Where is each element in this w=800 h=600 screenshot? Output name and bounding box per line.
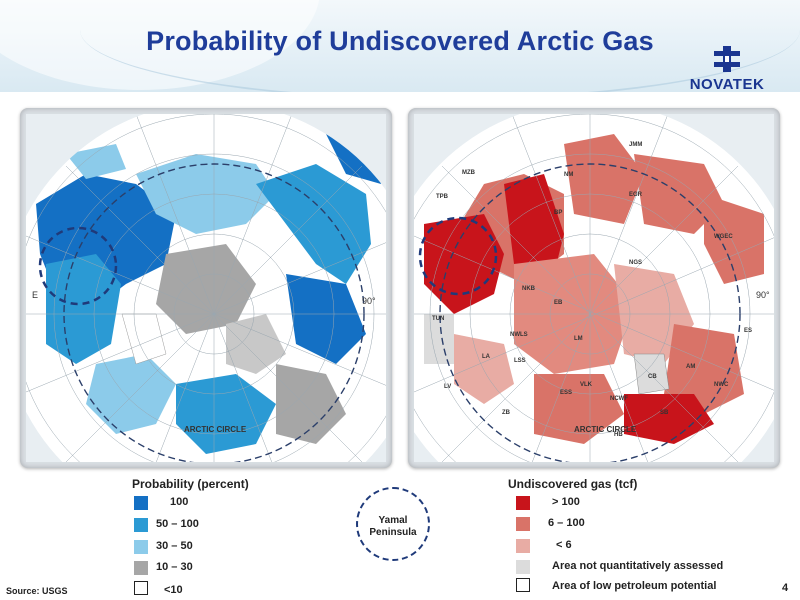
legend-label: < 6 xyxy=(556,539,572,551)
yamal-highlight-circle-left xyxy=(38,226,118,306)
legend-swatch xyxy=(134,518,148,532)
legend-label: 30 – 50 xyxy=(156,540,193,552)
region-label: SB xyxy=(660,410,669,416)
region-label: MZB xyxy=(462,170,476,176)
region-label: JMM xyxy=(629,142,642,148)
region-label: LA xyxy=(482,354,491,360)
region-label: CB xyxy=(648,374,657,380)
probability-map: E 90° ARCTIC CIRCLE xyxy=(26,114,386,462)
arctic-circle-label: ARCTIC CIRCLE xyxy=(184,425,247,434)
probability-map-frame: E 90° ARCTIC CIRCLE xyxy=(20,108,392,468)
legend-label: 100 xyxy=(170,496,189,508)
legend-label: > 100 xyxy=(552,496,580,508)
legend-swatch xyxy=(134,496,148,510)
legend-swatch xyxy=(516,539,530,553)
degree-label-90: 90° xyxy=(362,296,376,306)
legend-label: <10 xyxy=(164,584,183,596)
novatek-logo: NOVATEK xyxy=(684,46,770,94)
probability-legend-title: Probability (percent) xyxy=(132,477,249,491)
undiscovered-gas-map: JMM MZB TPB NM EGR BP WGEC NGS NKB EB TU… xyxy=(414,114,774,462)
yamal-label-line2: Peninsula xyxy=(369,527,417,538)
legend-label: Area not quantitatively assessed xyxy=(552,560,724,572)
region-label: EGR xyxy=(629,192,643,198)
gas-map-frame: JMM MZB TPB NM EGR BP WGEC NGS NKB EB TU… xyxy=(408,108,780,468)
degree-label-e: E xyxy=(32,290,38,300)
legend-label: 10 – 30 xyxy=(156,561,193,573)
yamal-highlight-circle-right xyxy=(418,216,498,296)
region-label: ES xyxy=(744,328,752,334)
region-label: BP xyxy=(554,210,562,216)
region-label: WGEC xyxy=(714,234,733,240)
legend-swatch xyxy=(516,517,530,531)
region-label: EB xyxy=(554,300,563,306)
region-label: NGS xyxy=(629,260,642,266)
legend-label: 50 – 100 xyxy=(156,518,199,530)
region-label: TUN xyxy=(432,316,444,322)
arctic-circle-label: ARCTIC CIRCLE xyxy=(574,425,637,434)
legend-swatch xyxy=(134,561,148,575)
logo-text: NOVATEK xyxy=(689,76,765,93)
yamal-peninsula-indicator xyxy=(356,487,430,561)
yamal-peninsula-label: Yamal Peninsula xyxy=(356,515,430,539)
region-label: LSS xyxy=(514,358,526,364)
region-label: HB xyxy=(614,432,623,438)
legend-swatch xyxy=(134,581,148,595)
header-band xyxy=(0,0,800,92)
region-label: NKB xyxy=(522,286,536,292)
gas-legend-title: Undiscovered gas (tcf) xyxy=(508,477,638,491)
region-label: ZB xyxy=(502,410,511,416)
region-label: LM xyxy=(574,336,583,342)
legend-swatch xyxy=(134,540,148,554)
region-label: TPB xyxy=(436,194,449,200)
novatek-logo-icon xyxy=(714,46,740,72)
region-label: NCWF xyxy=(610,396,628,402)
degree-label-90: 90° xyxy=(756,290,770,300)
region-label: NWLS xyxy=(510,332,528,338)
page-number: 4 xyxy=(782,582,789,594)
region-label: NM xyxy=(564,172,573,178)
region-label: LV xyxy=(444,384,451,390)
legend-label: Area of low petroleum potential xyxy=(552,580,717,592)
legend-label: 6 – 100 xyxy=(548,517,585,529)
region-label: VLK xyxy=(580,382,593,388)
legend-swatch xyxy=(516,560,530,574)
slide-title: Probability of Undiscovered Arctic Gas xyxy=(146,26,654,56)
legend-swatch xyxy=(516,496,530,510)
region-label: AM xyxy=(686,364,695,370)
legend-swatch xyxy=(516,578,530,592)
yamal-label-line1: Yamal xyxy=(378,515,408,526)
source-note: Source: USGS xyxy=(6,586,68,596)
region-label: NWC xyxy=(714,382,729,388)
region-label: ESS xyxy=(560,390,572,396)
